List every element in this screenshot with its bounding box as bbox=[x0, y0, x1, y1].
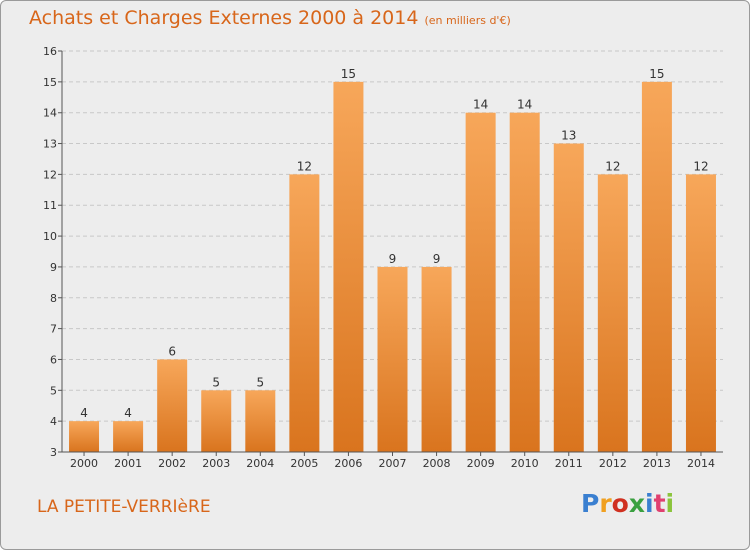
y-tick-label: 16 bbox=[43, 45, 57, 58]
bar bbox=[69, 421, 100, 452]
bar-value-label: 14 bbox=[473, 98, 488, 112]
y-tick-label: 9 bbox=[50, 261, 57, 274]
proxiti-logo: Proxiti bbox=[581, 489, 675, 518]
y-tick-label: 12 bbox=[43, 168, 57, 181]
bar bbox=[685, 174, 716, 452]
y-tick-label: 6 bbox=[50, 353, 57, 366]
x-tick-label: 2007 bbox=[379, 457, 407, 470]
x-tick-label: 2006 bbox=[334, 457, 362, 470]
bar bbox=[157, 359, 188, 452]
x-tick-label: 2001 bbox=[114, 457, 142, 470]
bar-value-label: 12 bbox=[693, 159, 708, 173]
x-tick-label: 2010 bbox=[511, 457, 539, 470]
bar-value-label: 9 bbox=[433, 252, 441, 266]
bar-value-label: 15 bbox=[649, 67, 664, 81]
y-tick-label: 8 bbox=[50, 292, 57, 305]
chart-subtitle: (en milliers d'€) bbox=[424, 14, 511, 27]
bar bbox=[377, 266, 408, 452]
bar-value-label: 12 bbox=[297, 159, 312, 173]
y-tick-label: 5 bbox=[50, 384, 57, 397]
bar-value-label: 12 bbox=[605, 159, 620, 173]
bar-value-label: 5 bbox=[256, 375, 264, 389]
bar-value-label: 5 bbox=[212, 375, 220, 389]
bar bbox=[201, 390, 232, 452]
bar bbox=[641, 81, 672, 452]
bar bbox=[289, 174, 320, 452]
x-tick-label: 2014 bbox=[687, 457, 715, 470]
y-tick-label: 3 bbox=[50, 446, 57, 459]
x-tick-label: 2011 bbox=[555, 457, 583, 470]
bar bbox=[509, 112, 540, 452]
y-tick-label: 13 bbox=[43, 138, 57, 151]
x-tick-label: 2005 bbox=[290, 457, 318, 470]
x-tick-label: 2008 bbox=[423, 457, 451, 470]
bar bbox=[597, 174, 628, 452]
bar-value-label: 6 bbox=[168, 344, 176, 358]
bar-value-label: 4 bbox=[80, 406, 88, 420]
bar-value-label: 14 bbox=[517, 98, 532, 112]
x-tick-label: 2002 bbox=[158, 457, 186, 470]
x-tick-label: 2013 bbox=[643, 457, 671, 470]
x-tick-label: 2003 bbox=[202, 457, 230, 470]
chart-title: Achats et Charges Externes 2000 à 2014 bbox=[29, 7, 419, 29]
bar bbox=[553, 143, 584, 453]
bar-chart: 4 4 6 5 5 12 15 9 9 14 14 13 12 15 12 3 4 5 6 7 8 9 10 11 12 13 1… bbox=[43, 45, 723, 470]
bar-value-label: 15 bbox=[341, 67, 356, 81]
bar bbox=[465, 112, 496, 452]
title-row: Achats et Charges Externes 2000 à 2014 (e… bbox=[29, 7, 511, 29]
y-tick-label: 7 bbox=[50, 323, 57, 336]
x-tick-label: 2009 bbox=[467, 457, 495, 470]
bar-value-label: 13 bbox=[561, 129, 576, 143]
y-tick-label: 14 bbox=[43, 107, 57, 120]
bar bbox=[113, 421, 144, 452]
x-tick-label: 2004 bbox=[246, 457, 274, 470]
bar bbox=[421, 266, 452, 452]
y-tick-label: 11 bbox=[43, 199, 57, 212]
y-tick-label: 4 bbox=[50, 415, 57, 428]
bar-value-label: 4 bbox=[124, 406, 132, 420]
x-tick-label: 2012 bbox=[599, 457, 627, 470]
bar-value-label: 9 bbox=[389, 252, 397, 266]
y-tick-label: 10 bbox=[43, 230, 57, 243]
y-tick-label: 15 bbox=[43, 76, 57, 89]
x-tick-label: 2000 bbox=[70, 457, 98, 470]
bar bbox=[245, 390, 276, 452]
bar bbox=[333, 81, 364, 452]
town-name: LA PETITE-VERRIèRE bbox=[37, 497, 211, 517]
